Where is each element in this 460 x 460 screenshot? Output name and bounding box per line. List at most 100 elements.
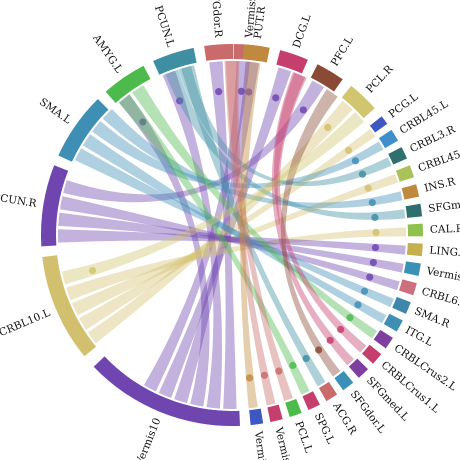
segment-acg_r: [318, 381, 338, 402]
ribbon-pcun_l-crbl3_r: [178, 65, 392, 187]
ribbon-dot-pcun_r-crbl6_r: [366, 273, 374, 281]
segment-crbl3_r: [388, 147, 408, 165]
ribbon-put_r-vermis8: [239, 61, 261, 409]
segment-label-pcl_l: PCL.L: [292, 420, 314, 455]
segment-label-vermis45: Vermis45: [272, 425, 296, 460]
ribbon-dot-sma_l-itg_l: [354, 301, 362, 309]
segment-crblcrus1_l: [361, 344, 382, 364]
segment-pcun_l: [153, 47, 197, 75]
ribbon-dot-dcg_l-crblcrus1_l: [337, 325, 345, 334]
ribbon-dot-vermis10-sfgdor_r: [215, 88, 223, 96]
segment-label-crbl10_l: CRBL10.L: [0, 307, 52, 339]
segment-vermis8: [249, 408, 264, 426]
ribbon-dot-amyg_l-crblcrus2_l: [346, 313, 354, 322]
ribbon-crbl10_l-pcg_l: [79, 129, 376, 330]
segment-label-dcg_l: DCG.L: [291, 13, 314, 50]
ribbon-crbl10_l-crbl45_r: [71, 174, 398, 316]
segment-sma_r: [392, 296, 411, 314]
ribbon-dot-put_r-vermis8: [245, 374, 254, 382]
segment-crblcrus2_l: [373, 329, 393, 349]
ribbon-pcun_r-vermis12: [58, 212, 404, 273]
ribbon-dot-vermis10-vermis9: [237, 87, 245, 95]
segment-label-pcl_r: PCL.R: [364, 62, 396, 95]
segment-label-sma_l: SMA.L: [37, 96, 73, 126]
segment-label-vermis9: Vermis9: [243, 0, 259, 39]
segment-cal_r: [407, 223, 423, 237]
ribbon-dot-pcun_l-crbl3_r: [358, 170, 367, 178]
ribbon-sma_l-itg_l: [82, 134, 387, 324]
segment-put_r: [243, 44, 270, 63]
segment-sfgmed_r: [405, 203, 423, 218]
ribbon-dot-vermis10-amyg_l: [139, 118, 147, 126]
segment-ins_r: [401, 184, 420, 200]
ribbon-dot-crbl10_l-pcl_r: [324, 123, 332, 132]
ribbon-dot-sma_l-ins_r: [368, 199, 376, 207]
ribbon-layer: [57, 61, 406, 410]
ribbon-dot-pfc_l-sfgdor_l: [315, 346, 323, 354]
ribbon-dot-crbl10_l-cal_r: [372, 228, 380, 237]
ribbon-dot-pcl_r-crbl10_l: [88, 266, 97, 275]
ribbon-vermis10-sfgdor_r: [209, 61, 237, 410]
segment-label-sfgdor_r: SFGdor.R: [209, 0, 225, 39]
ribbon-dot-crbl10_l-pcg_l: [344, 146, 353, 154]
segment-sfgdor_r: [204, 43, 234, 61]
segment-pfc_l: [310, 64, 343, 92]
segment-label-ins_r: INS.R: [423, 175, 457, 194]
segment-sfgdor_l: [334, 371, 354, 391]
segment-label-vermis12: Vermis12: [425, 265, 460, 286]
ribbon-dot-sfgdor_r-pcl_l: [275, 367, 283, 375]
ribbon-pfc_l-sfgdor_l: [280, 89, 341, 377]
ribbon-vermis10-amyg_l: [118, 94, 210, 407]
ribbon-dot-sma_l-crbl45_l: [351, 157, 360, 165]
segment-label-amyg_l: AMYG.L: [90, 32, 125, 76]
ribbon-dot-pcun_r-ling_r: [371, 243, 380, 252]
ribbon-sfgdor_r-pcl_l: [225, 61, 293, 401]
segment-crbl10_l: [42, 255, 96, 357]
segment-vermis45: [267, 404, 283, 423]
ribbon-amyg_l-crblcrus2_l: [132, 85, 378, 339]
segment-spg_l: [302, 391, 320, 411]
segment-label-pcun_l: PCUN.L: [152, 4, 177, 48]
segment-label-sfgmed_r: SFGmed.R: [428, 196, 460, 215]
segment-label-crbl6_r: CRBL6.R: [420, 285, 460, 311]
segment-label-vermis10: Vermis10: [133, 416, 163, 460]
ribbon-dot-sfgdor_r-vermis45: [260, 371, 268, 379]
ribbon-sma_l-crbl45_l: [92, 121, 384, 189]
segment-label-sma_r: SMA.R: [413, 305, 453, 331]
arc-layer: [41, 43, 423, 426]
segment-label-spg_l: SPG.L: [312, 411, 337, 446]
segment-label-pcun_r: PCUN.R: [0, 191, 38, 210]
segment-vermis12: [403, 261, 421, 277]
segment-pcl_l: [285, 398, 302, 418]
ribbon-vermis10-dcg_l: [158, 67, 292, 398]
segment-label-pfc_l: PFC.L: [329, 34, 356, 68]
segment-amyg_l: [105, 65, 151, 103]
ribbon-pcun_l-acg_r: [181, 65, 326, 387]
ribbon-vermis10-pcun_l: [162, 70, 222, 409]
ribbon-dot-vermis10-put_r: [245, 88, 253, 96]
ribbon-dot-pcun_l-sfgmed_r: [371, 213, 379, 222]
segment-sfgmed_l: [348, 358, 368, 378]
ribbon-vermis10-put_r: [174, 61, 259, 404]
segment-label-cal_r: CAL.R: [430, 223, 460, 236]
ribbon-dot-vermis10-pcun_l: [176, 97, 184, 105]
segment-label-vermis8: Vermis8: [252, 430, 270, 460]
ribbon-sma_l-sma_r: [74, 148, 394, 308]
ribbon-pcun_r-crbl6_r: [59, 196, 400, 291]
segment-label-ling_r: LING.R: [429, 245, 460, 260]
ribbon-dot-pcun_r-pfc_l: [299, 106, 307, 114]
segment-ling_r: [406, 242, 423, 257]
segment-crbl45_r: [395, 165, 415, 182]
segment-crbl45_l: [378, 129, 399, 149]
ribbon-pcun_r-pfc_l: [63, 80, 324, 203]
ribbon-pcun_r-ling_r: [57, 229, 406, 255]
ribbon-pcun_l-sfgmed_r: [165, 69, 406, 220]
ribbon-dot-amyg_l-spg_l: [289, 361, 297, 370]
ribbon-dot-sma_l-sma_r: [360, 287, 369, 295]
segment-pcl_r: [341, 85, 375, 119]
ribbon-sfgdor_r-vermis45: [224, 61, 276, 406]
segment-itg_l: [383, 313, 403, 332]
segment-label-acg_r: ACG.R: [330, 400, 360, 438]
segment-sma_l: [58, 99, 109, 162]
